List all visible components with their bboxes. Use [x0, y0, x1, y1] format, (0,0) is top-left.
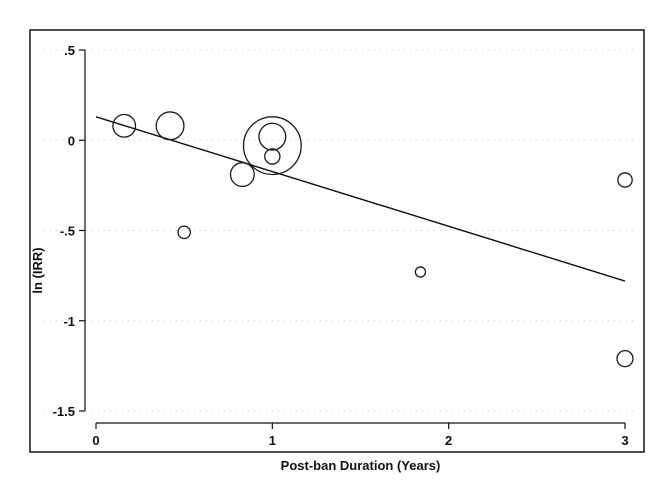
- y-tick-label-1: 0: [68, 133, 75, 148]
- data-point-9: [616, 350, 634, 368]
- data-point-3: [229, 162, 255, 188]
- data-point-0: [112, 113, 137, 138]
- data-point-5: [242, 116, 302, 176]
- plot-frame: [29, 29, 645, 453]
- y-tick-label-4: -1.5: [53, 404, 75, 419]
- data-point-6: [264, 148, 281, 165]
- x-tick-label-2: 2: [445, 433, 452, 448]
- x-axis-title: Post-ban Duration (Years): [281, 458, 441, 473]
- data-point-7: [414, 266, 427, 278]
- data-point-8: [617, 172, 633, 188]
- fit-line: [95, 116, 626, 282]
- y-tick-label-0: .5: [64, 43, 75, 58]
- data-point-4: [258, 122, 287, 151]
- x-tick-label-0: 0: [92, 433, 99, 448]
- y-tick-label-2: -.5: [60, 224, 75, 239]
- data-point-2: [177, 225, 192, 240]
- y-tick-label-3: -1: [63, 314, 75, 329]
- y-axis-title: ln (IRR): [30, 247, 45, 293]
- data-point-1: [155, 111, 185, 141]
- x-tick-label-3: 3: [621, 433, 628, 448]
- x-tick-label-1: 1: [269, 433, 276, 448]
